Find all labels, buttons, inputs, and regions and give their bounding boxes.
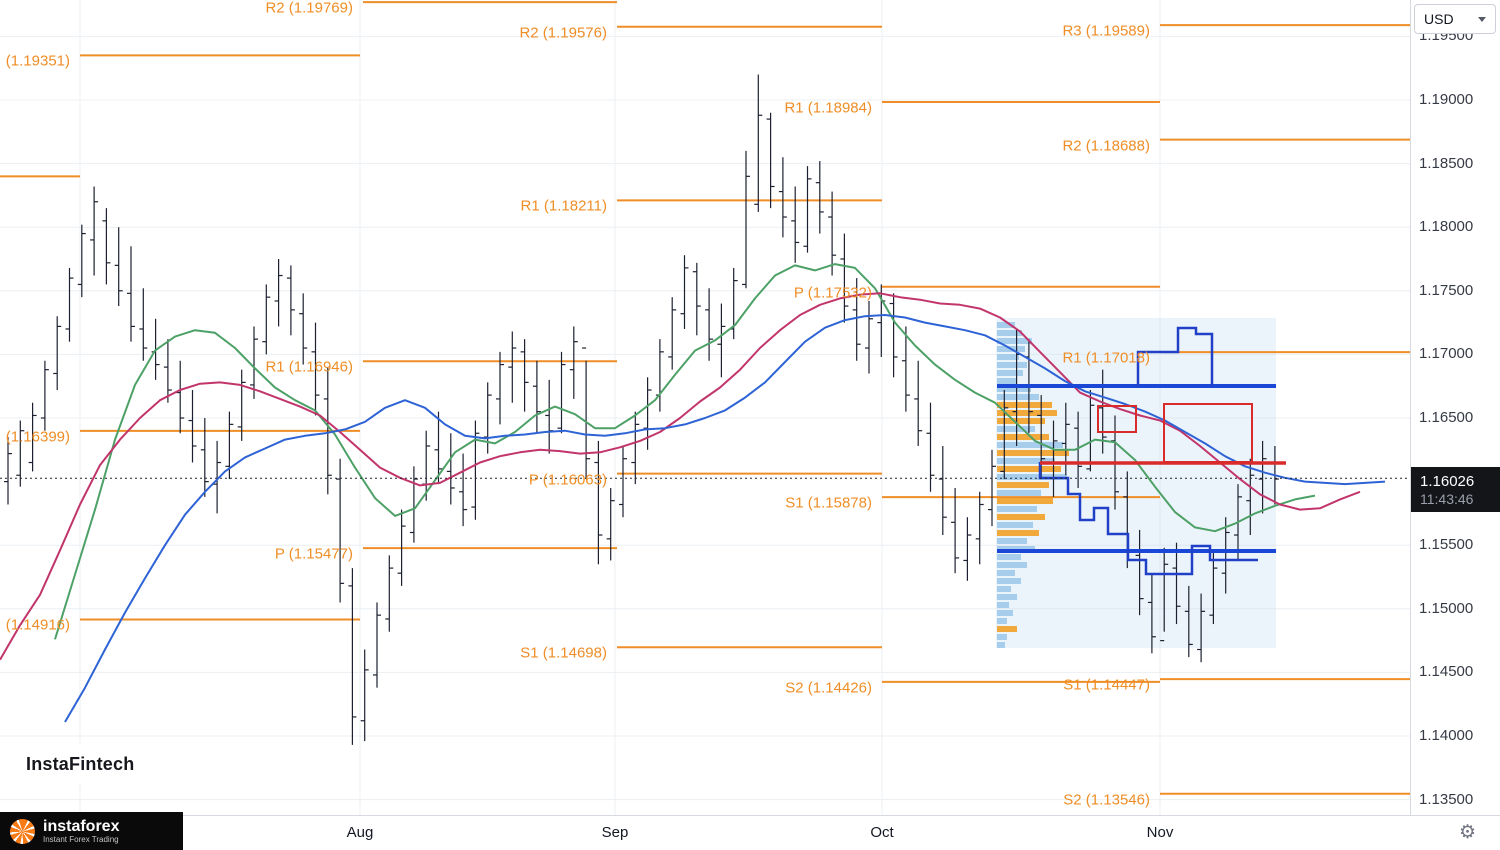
price-axis-label: 1.14500 xyxy=(1419,663,1474,681)
instaforex-logo-icon xyxy=(10,819,35,844)
profile-bar xyxy=(997,634,1007,640)
watermark-instafintech: InstaFintech xyxy=(10,745,151,784)
profile-bar xyxy=(997,394,1039,400)
profile-bar xyxy=(997,594,1017,600)
time-axis[interactable]: Aug Sep Oct Nov instaforex Instant Forex Tr… xyxy=(0,812,1500,850)
current-price-time: 11:43:46 xyxy=(1420,490,1474,507)
month-label-sep: Sep xyxy=(601,824,629,841)
candlesticks xyxy=(4,74,1279,745)
profile-bar xyxy=(997,586,1011,592)
price-axis-label: 1.18500 xyxy=(1419,154,1474,172)
current-price-value: 1.16026 xyxy=(1420,472,1475,490)
settings-gear-icon[interactable]: ⚙ xyxy=(1458,822,1476,843)
price-axis-label: 1.17000 xyxy=(1419,345,1474,363)
profile-bar xyxy=(997,570,1015,576)
profile-bar xyxy=(997,402,1052,408)
profile-bar xyxy=(997,410,1057,416)
profile-bar xyxy=(997,522,1033,528)
currency-dropdown[interactable]: USD xyxy=(1414,4,1496,34)
price-axis-label: 1.17500 xyxy=(1419,281,1474,299)
profile-bar xyxy=(997,378,1017,384)
price-axis-label: 1.13500 xyxy=(1419,790,1474,808)
currency-dropdown-label: USD xyxy=(1424,11,1454,27)
profile-bar xyxy=(997,466,1061,472)
profile-bar xyxy=(997,562,1027,568)
pivot-lines xyxy=(0,1,1410,795)
profile-bar xyxy=(997,354,1019,360)
profile-bar xyxy=(997,642,1005,648)
ma-green-line xyxy=(54,263,1316,640)
instaforex-logo-name: instaforex xyxy=(43,818,120,835)
price-axis-label: 1.19000 xyxy=(1419,91,1474,108)
profile-bar xyxy=(997,474,1067,480)
profile-bar xyxy=(997,458,1055,464)
price-axis-label: 1.16500 xyxy=(1419,409,1474,426)
month-label-oct: Oct xyxy=(870,824,894,841)
profile-bar xyxy=(997,442,1063,448)
blue-step-line xyxy=(1038,462,1258,576)
gridlines xyxy=(0,0,1410,815)
red-box xyxy=(1163,403,1253,463)
profile-bar xyxy=(997,626,1017,632)
month-label-nov: Nov xyxy=(1146,824,1174,841)
price-axis[interactable]: 1.19500 1.19000 1.18500 1.18000 1.17500 1.170… xyxy=(1410,0,1500,815)
profile-bar xyxy=(997,530,1039,536)
profile-bar xyxy=(997,418,1045,424)
profile-bar xyxy=(997,450,1069,456)
profile-bar xyxy=(997,554,1021,560)
profile-bar xyxy=(997,386,1031,392)
profile-bar xyxy=(997,578,1021,584)
instaforex-logo-tagline: Instant Forex Trading xyxy=(43,835,119,844)
profile-bar xyxy=(997,362,1027,368)
ma-red-line xyxy=(0,292,1361,661)
profile-bar xyxy=(997,602,1009,608)
profile-bar xyxy=(997,338,1032,344)
profile-bar xyxy=(997,490,1041,496)
profile-bar xyxy=(997,618,1007,624)
price-axis-label: 1.15500 xyxy=(1419,536,1474,554)
chart-canvas[interactable]: (1.19351) (1.16399) (1.14916) R2 (1.19769) R… xyxy=(0,0,1410,815)
current-price-badge: 1.16026 11:43:46 xyxy=(1411,467,1500,512)
profile-bar xyxy=(997,370,1023,376)
price-axis-label: 1.15000 xyxy=(1419,599,1474,617)
chevron-down-icon xyxy=(1478,16,1486,22)
instaforex-logo-block: instaforex Instant Forex Trading xyxy=(0,812,183,850)
price-axis-label: 1.14000 xyxy=(1419,727,1474,744)
profile-bar xyxy=(997,434,1049,440)
profile-bar xyxy=(997,330,1022,336)
profile-bar xyxy=(997,482,1049,488)
profile-bar xyxy=(997,506,1037,512)
profile-bar xyxy=(997,322,1015,328)
profile-bar xyxy=(997,538,1027,544)
month-label-aug: Aug xyxy=(346,824,374,841)
profile-bar xyxy=(997,610,1013,616)
chart-svg xyxy=(0,0,1410,815)
profile-bar xyxy=(997,514,1045,520)
blue-step-line xyxy=(1136,326,1214,386)
red-box xyxy=(1097,405,1137,433)
profile-bar xyxy=(997,498,1053,504)
price-axis-label: 1.18000 xyxy=(1419,218,1474,236)
